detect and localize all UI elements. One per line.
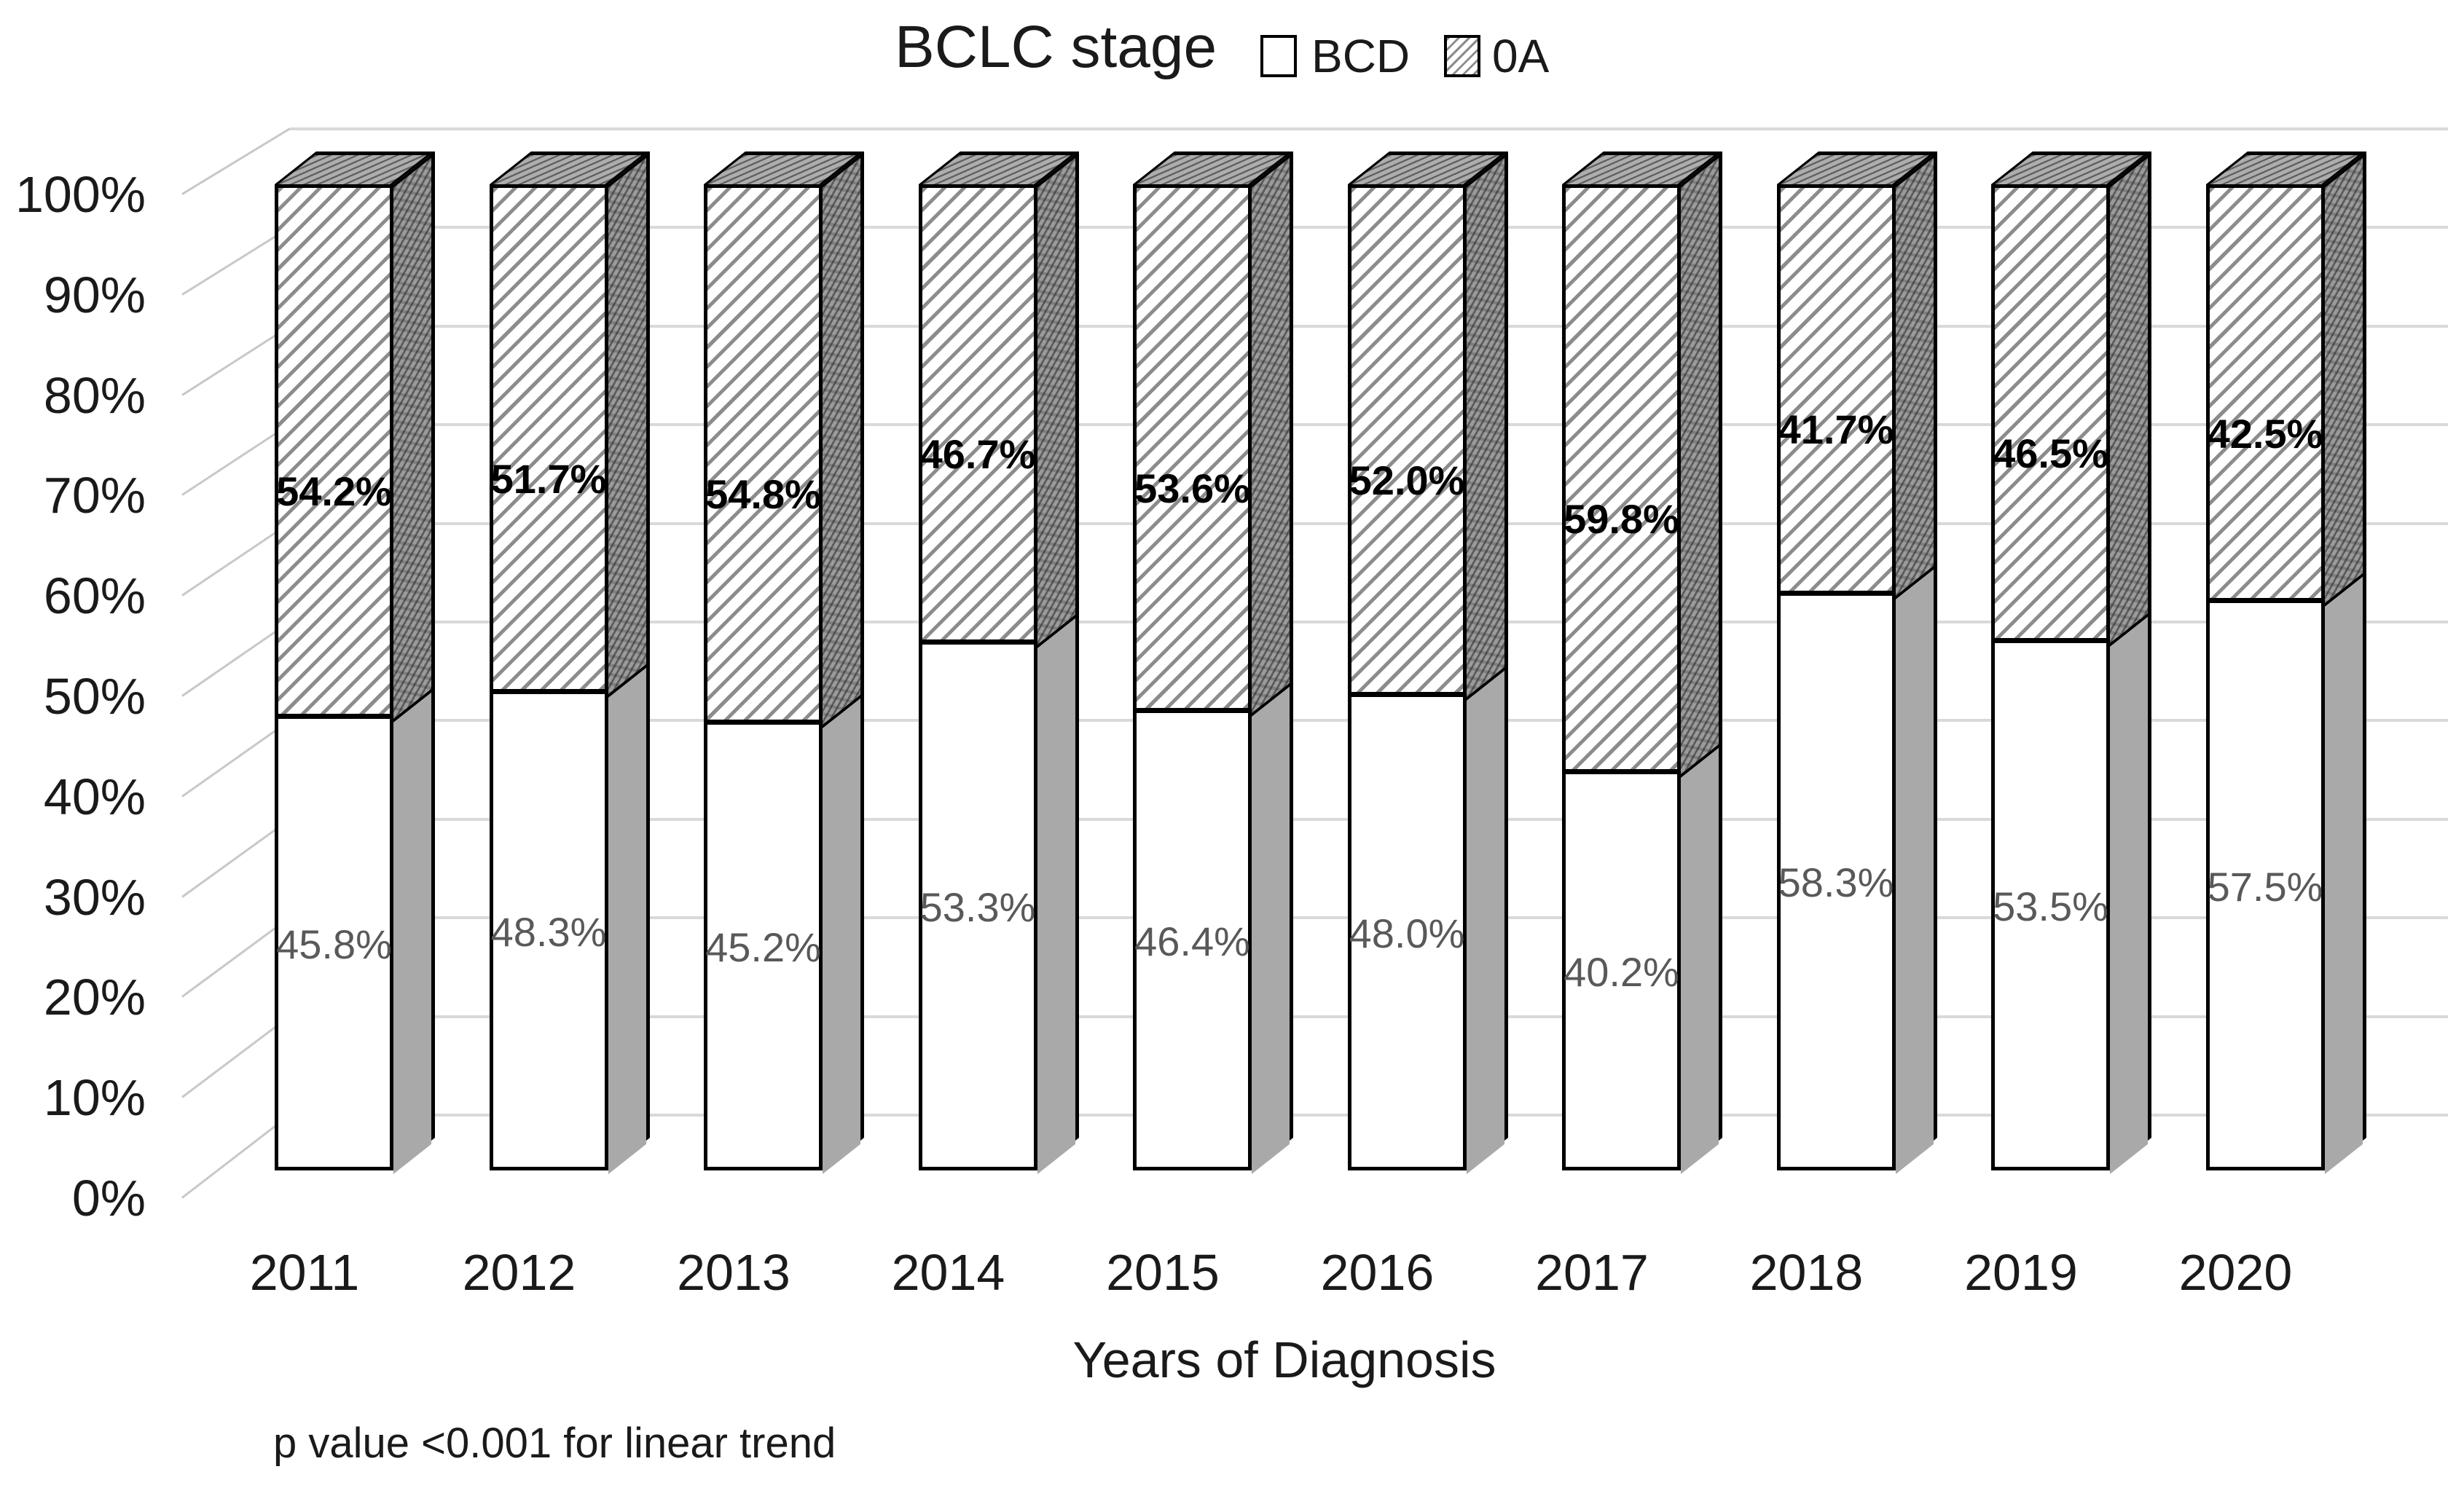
bar-label-bcd: 48.3% bbox=[490, 909, 607, 955]
x-axis-tick-label: 2011 bbox=[249, 1244, 360, 1301]
bar-side-0a bbox=[1252, 157, 1290, 717]
y-gridline bbox=[290, 127, 2448, 130]
legend-label-0a: 0A bbox=[1492, 30, 1550, 82]
y-axis-tick-label: 80% bbox=[43, 366, 146, 424]
bar-side-face bbox=[2324, 151, 2366, 1174]
bar-label-0a: 41.7% bbox=[1778, 406, 1894, 453]
bar-label-0a: 52.0% bbox=[1349, 457, 1465, 504]
x-axis-tick-label: 2015 bbox=[1106, 1244, 1220, 1301]
bar-side-0a bbox=[1681, 157, 1719, 778]
bar-side-face bbox=[1681, 151, 1722, 1174]
bar-side-face bbox=[1895, 151, 1937, 1174]
bar-label-0a: 46.7% bbox=[919, 431, 1036, 478]
x-axis-tick-label: 2016 bbox=[1320, 1244, 1435, 1301]
bar-label-bcd: 46.4% bbox=[1134, 918, 1250, 964]
bar-segment-bcd-front bbox=[2205, 603, 2325, 1170]
bar-side-0a bbox=[1895, 157, 1934, 599]
bar-side-0a bbox=[608, 157, 646, 698]
bar-side-face bbox=[393, 151, 435, 1174]
bar-label-0a: 51.7% bbox=[490, 456, 607, 502]
bar-side-0a bbox=[2324, 157, 2363, 607]
y-axis-tick-label: 10% bbox=[43, 1069, 146, 1127]
y-axis-tick-label: 70% bbox=[43, 467, 146, 524]
bar-segment-0a-front bbox=[489, 184, 608, 695]
x-axis-tick-label: 2020 bbox=[2178, 1244, 2293, 1301]
bar-label-bcd: 57.5% bbox=[2207, 863, 2323, 910]
bar-segment-0a-front bbox=[1347, 184, 1467, 698]
bar-segment-0a-front bbox=[1776, 184, 1896, 596]
bar-segment-bcd-front bbox=[1347, 697, 1467, 1170]
bar-label-bcd: 45.8% bbox=[276, 921, 392, 967]
y-axis-tick-label: 30% bbox=[43, 868, 146, 926]
x-axis-tick-label: 2019 bbox=[1964, 1244, 2078, 1301]
bar-segment-bcd-front bbox=[1991, 642, 2110, 1170]
bar-side-face bbox=[823, 151, 864, 1174]
y-axis-tick-label: 50% bbox=[43, 668, 146, 725]
y-axis-tick-label: 0% bbox=[71, 1170, 146, 1227]
bar-label-0a: 42.5% bbox=[2207, 410, 2323, 457]
bar-segment-0a-front bbox=[704, 184, 823, 725]
legend-swatch-bcd-icon bbox=[1260, 35, 1297, 77]
bar-label-0a: 54.2% bbox=[276, 468, 392, 514]
y-axis-tick-label: 90% bbox=[43, 266, 146, 323]
bar-segment-bcd-front bbox=[704, 724, 823, 1170]
bar-segment-0a-front bbox=[1991, 184, 2110, 643]
x-axis-title: Years of Diagnosis bbox=[1072, 1331, 1496, 1388]
bar-label-0a: 54.8% bbox=[705, 471, 821, 517]
y-axis-tick-label: 20% bbox=[43, 969, 146, 1026]
bar-label-0a: 53.6% bbox=[1134, 465, 1250, 511]
y-axis-tick-label: 100% bbox=[15, 166, 146, 223]
bar-label-bcd: 45.2% bbox=[705, 924, 821, 970]
bar-segment-0a-front bbox=[918, 184, 1037, 645]
bar-label-bcd: 40.2% bbox=[1563, 948, 1679, 995]
x-axis-tick-label: 2012 bbox=[462, 1244, 576, 1301]
bar-side-face bbox=[1466, 151, 1508, 1174]
bar-side-0a bbox=[823, 157, 860, 728]
bar-label-bcd: 53.5% bbox=[1993, 883, 2108, 929]
y-axis-tick-label: 40% bbox=[43, 768, 146, 825]
x-axis-tick-label: 2013 bbox=[677, 1244, 790, 1301]
x-axis-tick-label: 2017 bbox=[1535, 1244, 1649, 1301]
x-axis-tick-label: 2014 bbox=[891, 1244, 1005, 1301]
bar-side-face bbox=[1037, 151, 1079, 1174]
bar-side-0a bbox=[1466, 157, 1504, 701]
bar-side-0a bbox=[2110, 157, 2148, 647]
footnote: p value <0.001 for linear trend bbox=[273, 1420, 836, 1467]
bar-segment-bcd-front bbox=[489, 694, 608, 1170]
bar-label-bcd: 48.0% bbox=[1349, 910, 1465, 957]
y-axis-tick-label: 60% bbox=[43, 567, 146, 625]
bar-segment-bcd-front bbox=[275, 718, 393, 1170]
bar-label-0a: 46.5% bbox=[1993, 430, 2108, 476]
bar-segment-0a-front bbox=[2205, 184, 2325, 604]
bar-segment-bcd-front bbox=[1776, 595, 1896, 1170]
bar-label-0a: 59.8% bbox=[1563, 495, 1679, 542]
bar-segment-bcd-front bbox=[918, 645, 1037, 1170]
x-axis-tick-label: 2018 bbox=[1749, 1244, 1864, 1301]
legend-label-bcd: BCD bbox=[1311, 30, 1410, 82]
bar-side-0a bbox=[1037, 157, 1075, 649]
bar-segment-0a-front bbox=[275, 184, 393, 719]
bar-label-bcd: 53.3% bbox=[919, 884, 1036, 931]
bar-segment-0a-front bbox=[1562, 184, 1681, 774]
bar-segment-bcd-front bbox=[1133, 712, 1252, 1170]
bar-side-face bbox=[608, 151, 650, 1174]
bar-segment-0a-front bbox=[1133, 184, 1252, 713]
bar-side-face bbox=[2110, 151, 2151, 1174]
bar-side-0a bbox=[393, 157, 431, 723]
bar-side-face bbox=[1252, 151, 1293, 1174]
bar-segment-bcd-front bbox=[1562, 773, 1681, 1170]
legend-swatch-0a-icon bbox=[1444, 35, 1480, 77]
bar-label-bcd: 58.3% bbox=[1778, 859, 1894, 906]
chart-title: BCLC stage bbox=[895, 14, 1217, 80]
